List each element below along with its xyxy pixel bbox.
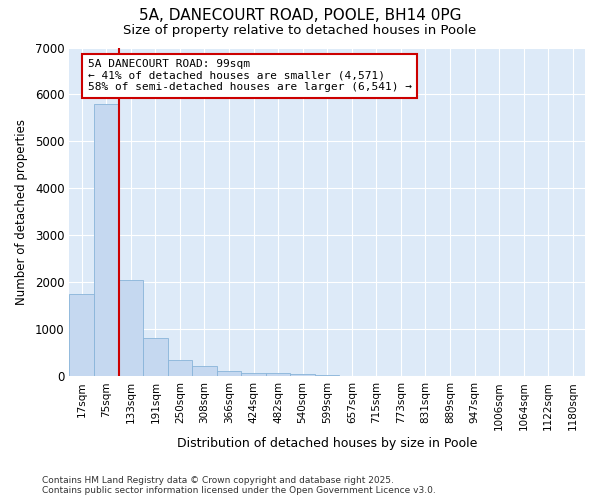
- Bar: [241, 372, 266, 376]
- Bar: [217, 372, 241, 376]
- Bar: [70, 294, 94, 376]
- Text: Size of property relative to detached houses in Poole: Size of property relative to detached ho…: [124, 24, 476, 37]
- Bar: [143, 338, 167, 376]
- Bar: [266, 373, 290, 376]
- Bar: [192, 366, 217, 376]
- Text: Contains HM Land Registry data © Crown copyright and database right 2025.
Contai: Contains HM Land Registry data © Crown c…: [42, 476, 436, 495]
- Bar: [290, 374, 315, 376]
- Y-axis label: Number of detached properties: Number of detached properties: [15, 119, 28, 305]
- Bar: [119, 280, 143, 376]
- Bar: [94, 104, 119, 376]
- Bar: [315, 375, 340, 376]
- Text: 5A DANECOURT ROAD: 99sqm
← 41% of detached houses are smaller (4,571)
58% of sem: 5A DANECOURT ROAD: 99sqm ← 41% of detach…: [88, 59, 412, 92]
- Text: 5A, DANECOURT ROAD, POOLE, BH14 0PG: 5A, DANECOURT ROAD, POOLE, BH14 0PG: [139, 8, 461, 22]
- X-axis label: Distribution of detached houses by size in Poole: Distribution of detached houses by size …: [177, 437, 478, 450]
- Bar: [167, 360, 192, 376]
